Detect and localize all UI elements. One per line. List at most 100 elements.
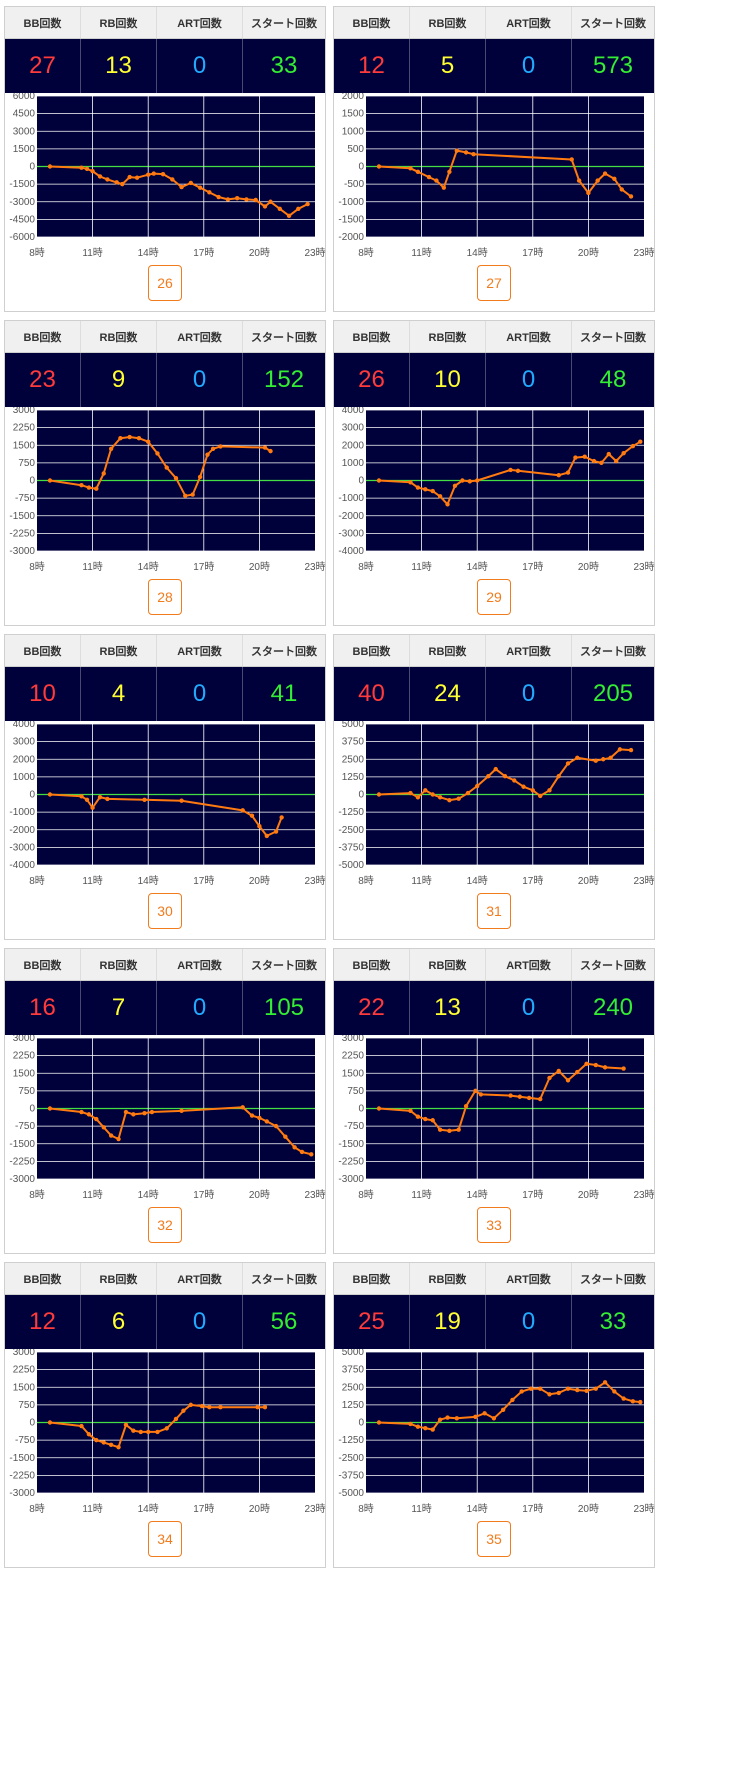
stats-header-rb: RB回数 — [81, 321, 157, 352]
data-point — [601, 757, 606, 762]
data-point — [105, 177, 110, 182]
data-point — [47, 164, 53, 169]
y-tick-label: 750 — [18, 1086, 35, 1097]
stats-header-rb: RB回数 — [81, 7, 157, 38]
y-tick-label: 500 — [347, 144, 364, 155]
data-point — [565, 1078, 571, 1083]
machine-number-button[interactable]: 26 — [148, 265, 182, 301]
data-point — [79, 1423, 84, 1429]
machine-number-button[interactable]: 27 — [477, 265, 511, 301]
data-point — [164, 465, 169, 470]
y-tick-label: 2000 — [342, 440, 365, 451]
stats-header-start: スタート回数 — [580, 17, 646, 30]
machine-card: BB回数 RB回数 ART回数 スタート回数 23 9 0 152 3000 2250 1500 75… — [4, 320, 326, 626]
x-tick-label: 17時 — [522, 1503, 543, 1515]
y-tick-label: -1250 — [338, 1435, 364, 1446]
y-tick-label: 1500 — [342, 109, 365, 120]
data-point — [538, 1386, 543, 1391]
machine-number-button[interactable]: 35 — [477, 1521, 511, 1557]
stats-header: BB回数 RB回数 ART回数 スタート回数 — [5, 321, 325, 353]
x-tick-label: 8時 — [358, 1189, 374, 1201]
data-point — [617, 747, 623, 752]
stats-header-rb: RB回数 — [410, 7, 486, 38]
rb-count: 6 — [81, 1295, 157, 1349]
data-point — [593, 1062, 599, 1068]
stats-header-bb: BB回数 — [334, 321, 410, 352]
y-tick-label: 3000 — [13, 126, 36, 137]
data-point — [173, 1416, 179, 1422]
x-tick-label: 8時 — [358, 247, 374, 259]
machine-number-button[interactable]: 30 — [148, 893, 182, 929]
data-point — [86, 1432, 92, 1437]
y-tick-label: 4500 — [13, 109, 36, 120]
data-point — [478, 1092, 484, 1097]
data-point — [630, 443, 636, 449]
y-tick-label: -3000 — [338, 528, 364, 539]
y-tick-label: -1000 — [338, 493, 364, 504]
x-tick-label: 17時 — [193, 1189, 214, 1201]
start-count: 33 — [270, 52, 298, 79]
data-point — [437, 494, 443, 499]
data-point — [434, 178, 439, 183]
machine-number-button[interactable]: 32 — [148, 1207, 182, 1243]
x-tick-label: 14時 — [467, 247, 488, 259]
y-tick-label: -500 — [344, 179, 364, 190]
machine-card: BB回数 RB回数 ART回数 スタート回数 25 19 0 33 5000 3750 2500 12… — [333, 1262, 655, 1568]
x-tick-label: 8時 — [29, 1503, 45, 1515]
data-point — [547, 788, 552, 793]
x-tick-label: 11時 — [82, 561, 102, 573]
slump-chart: 2000 1500 1000 500 0 -500 -1000 -1500 -2000 8時 11時… — [338, 93, 654, 259]
bb-count: 27 — [5, 39, 81, 93]
data-point — [94, 486, 99, 491]
data-point — [486, 773, 491, 779]
stats-header: BB回数 RB回数 ART回数 スタート回数 — [334, 1263, 654, 1295]
stats-header-start: スタート回数 — [580, 1273, 646, 1286]
data-point — [116, 1136, 121, 1142]
y-tick-label: -3000 — [9, 546, 35, 557]
x-tick-label: 23時 — [633, 1503, 654, 1515]
data-point — [299, 1149, 305, 1155]
art-count: 0 — [486, 1295, 572, 1349]
data-point — [437, 1127, 443, 1132]
data-point — [415, 485, 421, 490]
data-point — [234, 196, 240, 201]
data-point — [273, 829, 279, 834]
stats-header-bb: BB回数 — [334, 1263, 410, 1294]
data-point — [454, 1416, 460, 1421]
data-point — [225, 197, 231, 202]
data-point — [210, 446, 216, 451]
data-point — [84, 797, 90, 802]
stats-header-art: ART回数 — [486, 7, 572, 38]
stats-table: BB回数 RB回数 ART回数 スタート回数 10 4 0 41 — [5, 635, 325, 721]
stats-header-rb: RB回数 — [81, 949, 157, 980]
data-point — [79, 483, 84, 488]
machine-number-button[interactable]: 33 — [477, 1207, 511, 1243]
machine-number-button[interactable]: 31 — [477, 893, 511, 929]
y-tick-label: -1500 — [9, 1139, 35, 1150]
stats-values: 12 5 0 573 — [334, 39, 654, 93]
data-point — [408, 480, 413, 485]
y-tick-label: -2250 — [338, 1156, 364, 1167]
data-point — [305, 201, 310, 207]
data-point — [47, 792, 53, 797]
stats-header-bb: BB回数 — [334, 7, 410, 38]
y-tick-label: -3000 — [9, 1488, 35, 1499]
y-tick-label: -5000 — [338, 860, 364, 871]
data-point — [426, 174, 432, 180]
data-point — [146, 172, 151, 177]
machine-number-button[interactable]: 29 — [477, 579, 511, 615]
machine-number-button[interactable]: 28 — [148, 579, 182, 615]
data-point — [216, 194, 221, 200]
x-tick-label: 23時 — [304, 247, 325, 259]
data-point — [142, 1111, 147, 1116]
y-tick-label: -1500 — [338, 214, 364, 225]
data-point — [90, 805, 95, 810]
bb-count: 22 — [334, 981, 410, 1035]
data-point — [188, 1402, 194, 1408]
machine-number-button[interactable]: 34 — [148, 1521, 182, 1557]
data-point — [155, 451, 160, 456]
x-tick-label: 17時 — [193, 247, 214, 259]
data-point — [218, 444, 223, 449]
x-tick-label: 14時 — [138, 247, 159, 259]
bb-count: 12 — [334, 39, 410, 93]
